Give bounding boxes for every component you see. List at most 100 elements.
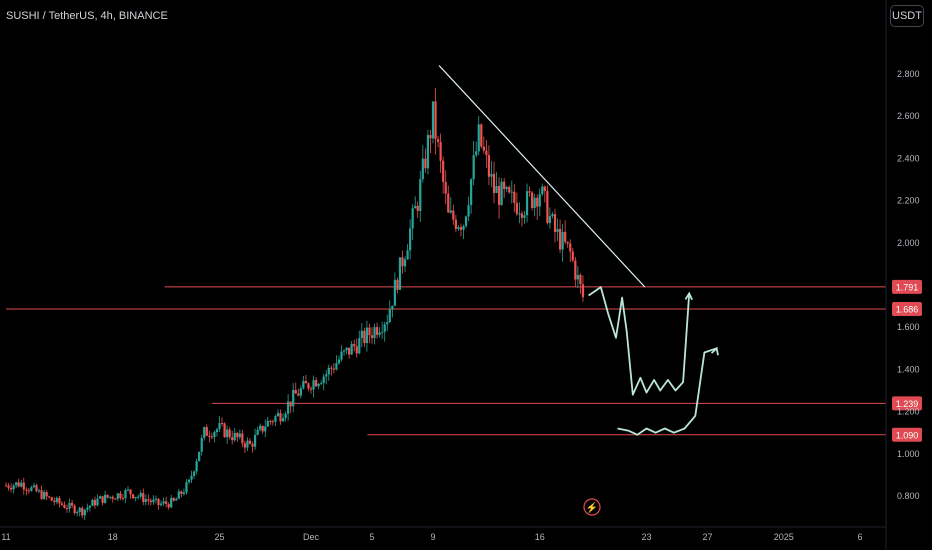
candle-body [558, 228, 562, 250]
candle-body [401, 257, 404, 267]
candle-body [17, 482, 20, 487]
candle-body [398, 257, 402, 290]
candle-body [320, 383, 323, 385]
symbol-title: SUSHI / TetherUS, 4h, BINANCE [6, 10, 168, 22]
candle-body [490, 173, 493, 177]
candle-body [210, 436, 213, 438]
candle-body [55, 497, 58, 503]
candle-body [426, 135, 430, 169]
candle-body [167, 503, 170, 508]
projection-path-alt[interactable] [617, 347, 717, 436]
drawings [438, 65, 719, 436]
candle-body [218, 422, 221, 430]
candle-body [22, 482, 25, 490]
candle-body [525, 191, 529, 216]
candle-body [569, 243, 572, 252]
candle-body [406, 250, 409, 260]
candle-body [439, 141, 442, 161]
candle-body [78, 507, 81, 513]
price-level-label: 1.090 [896, 430, 919, 440]
candle-body [279, 413, 282, 422]
candle-body [383, 324, 386, 332]
candle-body [348, 347, 351, 355]
candle-body [340, 351, 343, 360]
candle-body [65, 508, 69, 510]
candle-body [7, 485, 10, 488]
candle-body [541, 186, 544, 195]
x-tick-label: 5 [369, 532, 374, 542]
candle-body [391, 305, 394, 310]
candle-body [543, 186, 546, 192]
candle-body [419, 179, 422, 211]
candle-body [129, 489, 132, 495]
alert-marker[interactable]: ⚡ [583, 498, 601, 516]
candle-body [271, 421, 274, 423]
candle-body [12, 485, 15, 490]
candle-body [91, 499, 94, 506]
candle-body [266, 420, 269, 427]
x-tick-label: 9 [430, 532, 435, 542]
trendline[interactable] [438, 65, 646, 288]
candle-body [243, 443, 247, 448]
candle-body [104, 494, 107, 503]
price-level-label: 1.239 [896, 399, 919, 409]
candle-body [576, 274, 579, 280]
price-level-label: 1.686 [896, 305, 919, 315]
candle-body [9, 487, 13, 490]
candle-body [561, 231, 564, 250]
arrow-head-icon [684, 291, 693, 301]
candle-body [182, 492, 186, 494]
projection-path[interactable] [588, 286, 691, 396]
candle-body [289, 401, 292, 407]
x-tick-label: 25 [214, 532, 224, 542]
candle-body [411, 208, 414, 229]
candle-body [287, 401, 290, 414]
candle-body [165, 501, 168, 504]
candle-body [15, 482, 18, 486]
candle-body [442, 160, 445, 182]
candle-body [236, 432, 239, 438]
candle-body [424, 158, 427, 169]
candle-body [373, 327, 376, 339]
candle-body [421, 158, 424, 180]
candle-body [114, 498, 117, 500]
candle-body [180, 491, 183, 494]
candle-body [500, 181, 503, 205]
candle-body [269, 420, 272, 422]
candle-body [175, 498, 178, 501]
candle-body [381, 331, 384, 333]
candle-body [447, 193, 450, 213]
price-axis[interactable]: 0.800 1.000 1.200 1.400 1.600 2.000 2.200 2.400… [885, 0, 920, 550]
candle-body [48, 496, 51, 498]
candle-body [457, 227, 460, 229]
candle-body [386, 322, 389, 325]
candle-body [299, 388, 302, 396]
candle-body [553, 214, 557, 232]
candle-body [314, 380, 318, 387]
candle-body [564, 231, 567, 242]
candle-body [200, 437, 203, 452]
candle-body [467, 205, 470, 217]
y-tick-label: 2.800 [897, 69, 920, 79]
candle-body [503, 181, 506, 190]
candle-body [256, 429, 259, 435]
candle-body [228, 429, 231, 438]
candle-body [363, 330, 366, 344]
candle-body [307, 383, 310, 389]
candle-body [60, 503, 64, 505]
candle-body [284, 413, 287, 419]
y-tick-label: 1.000 [897, 449, 920, 459]
candle-body [520, 213, 524, 218]
currency-button[interactable]: USDT [890, 5, 924, 27]
candle-body [345, 347, 348, 351]
candle-body [454, 219, 457, 229]
price-level-label: 1.791 [896, 282, 919, 292]
time-axis[interactable]: 11 18 25 Dec 5 9 16 23 27 2025 6 [0, 526, 886, 542]
candle-body [109, 496, 112, 498]
candle-body [159, 503, 163, 506]
candle-body [487, 154, 491, 177]
lightning-icon: ⚡ [586, 501, 598, 514]
candle-body [40, 490, 43, 499]
